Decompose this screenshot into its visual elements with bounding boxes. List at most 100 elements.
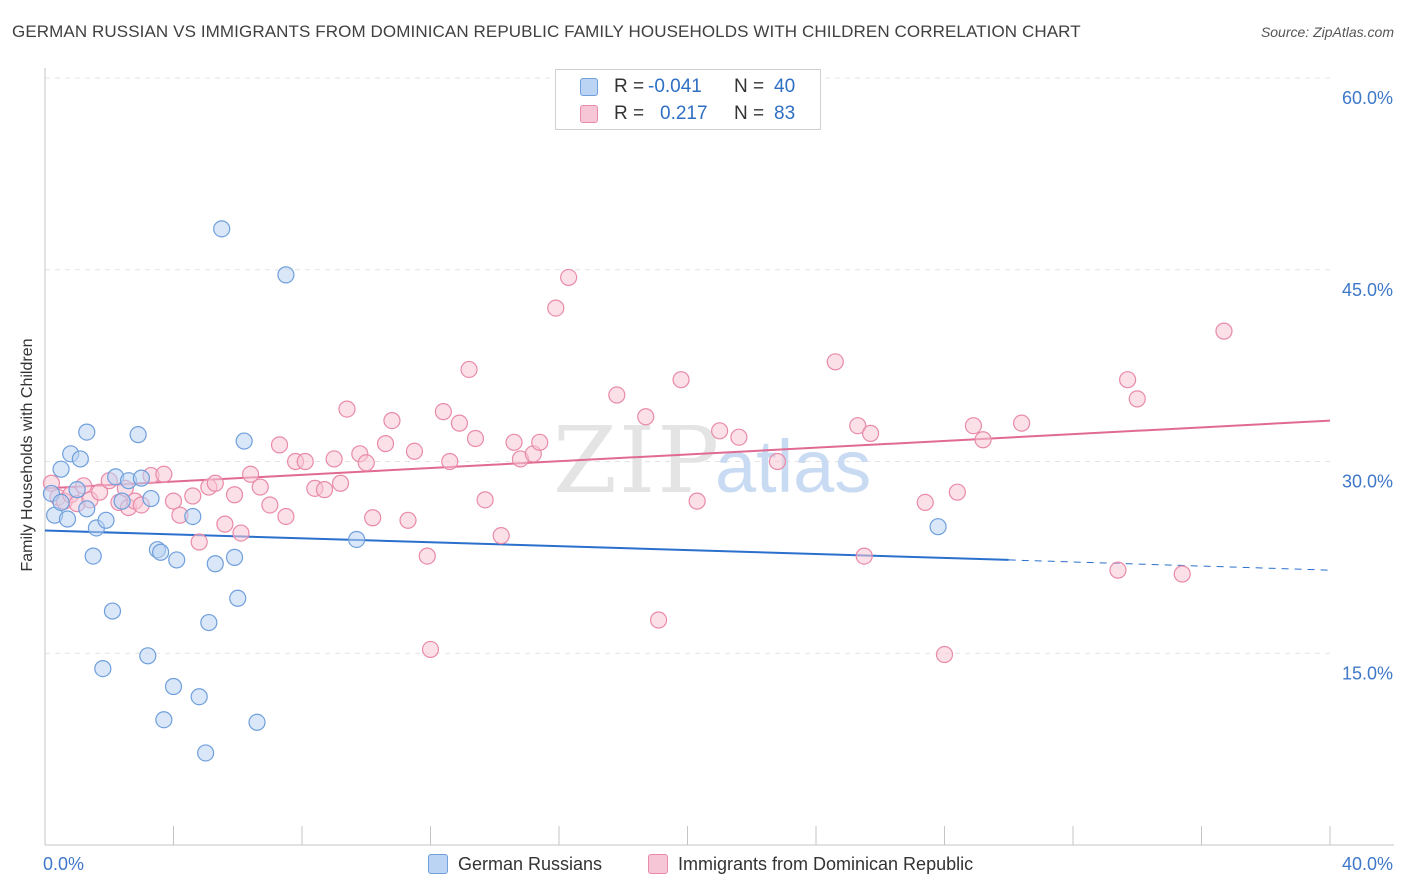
point-dominican-republic: [492, 527, 510, 545]
bottom-legend-swatch-blue: [428, 854, 448, 874]
legend-n-value: 40: [774, 76, 796, 97]
point-dominican-republic: [434, 403, 452, 421]
point-dominican-republic: [862, 424, 880, 442]
legend-n-label: N =: [734, 76, 765, 97]
trend-lines: [44, 419, 1331, 571]
point-dominican-republic: [364, 509, 382, 527]
point-german-russians: [142, 489, 160, 508]
point-german-russians: [229, 589, 247, 607]
point-german-russians: [277, 266, 295, 284]
legend-r-value: -0.041: [648, 76, 702, 97]
point-dominican-republic: [849, 417, 867, 435]
trend-line-dominican-republic: [44, 419, 1331, 490]
point-german-russians: [197, 744, 215, 762]
point-german-russians: [152, 543, 170, 561]
point-dominican-republic: [1173, 565, 1191, 583]
legend-n-value: 83: [774, 103, 796, 124]
legend-r-value: 0.217: [660, 103, 708, 124]
point-dominican-republic: [672, 371, 690, 389]
point-german-russians: [168, 551, 186, 569]
point-german-russians: [132, 469, 150, 487]
point-dominican-republic: [315, 481, 334, 499]
point-dominican-republic: [164, 492, 183, 510]
legend-r-label: R =: [614, 103, 645, 124]
point-dominican-republic: [1109, 561, 1127, 579]
point-dominican-republic: [649, 611, 668, 629]
point-dominican-republic: [270, 436, 289, 454]
point-german-russians: [190, 688, 208, 706]
x-tick-label: 40.0%: [1342, 854, 1393, 874]
gridlines: [45, 77, 1330, 654]
point-dominican-republic: [421, 640, 440, 659]
legend-row-german-russians: R = -0.041 N = 40: [580, 75, 795, 99]
point-german-russians: [200, 613, 218, 632]
point-dominican-republic: [964, 417, 983, 435]
point-dominican-republic: [296, 452, 314, 471]
point-dominican-republic: [1012, 414, 1031, 432]
point-dominican-republic: [476, 491, 494, 509]
axes: [44, 68, 1394, 846]
point-dominican-republic: [225, 486, 244, 504]
trend-line-german-russians: [44, 529, 1009, 561]
point-dominican-republic: [261, 496, 279, 514]
point-dominican-republic: [155, 465, 173, 483]
point-dominican-republic: [730, 428, 748, 446]
point-german-russians: [225, 548, 244, 566]
point-dominican-republic: [711, 422, 729, 440]
point-dominican-republic: [383, 411, 401, 430]
point-german-russians: [94, 659, 112, 678]
point-dominican-republic: [916, 493, 934, 512]
point-german-russians: [97, 511, 115, 529]
point-dominican-republic: [688, 492, 706, 510]
data-points: [42, 69, 1233, 762]
bottom-legend-dominican-republic: Immigrants from Dominican Republic: [648, 852, 973, 876]
legend-swatch-pink: [580, 105, 598, 123]
y-axis-label: Family Households with Children: [19, 338, 36, 572]
point-dominican-republic: [91, 483, 109, 501]
point-dominican-republic: [466, 429, 485, 448]
point-german-russians: [213, 220, 231, 238]
point-dominican-republic: [206, 474, 224, 492]
point-dominican-republic: [505, 433, 523, 451]
point-dominican-republic: [405, 442, 424, 460]
legend-swatch-blue: [580, 78, 598, 96]
point-german-russians: [78, 500, 96, 518]
point-dominican-republic: [325, 450, 343, 468]
point-dominican-republic: [251, 478, 269, 496]
y-tick-label: 60.0%: [1342, 88, 1393, 108]
point-dominican-republic: [855, 547, 873, 565]
point-dominican-republic: [376, 435, 395, 453]
point-german-russians: [929, 518, 947, 536]
watermark: ZIP atlas: [553, 407, 871, 514]
point-dominican-republic: [216, 515, 234, 533]
point-dominican-republic: [232, 524, 250, 542]
point-dominican-republic: [935, 645, 954, 664]
point-dominican-republic: [399, 511, 417, 529]
point-dominican-republic: [637, 408, 655, 426]
point-german-russians: [84, 547, 102, 565]
y-tick-label: 15.0%: [1342, 663, 1393, 683]
chart-source: Source: ZipAtlas.com: [1260, 24, 1394, 40]
point-dominican-republic: [190, 533, 208, 551]
point-dominican-republic: [338, 400, 356, 418]
point-dominican-republic: [826, 353, 844, 371]
point-dominican-republic: [1119, 371, 1137, 389]
point-german-russians: [164, 677, 183, 696]
point-german-russians: [52, 493, 70, 512]
point-german-russians: [58, 510, 77, 528]
point-dominican-republic: [974, 431, 992, 449]
point-german-russians: [235, 432, 253, 450]
point-german-russians: [348, 530, 366, 549]
point-dominican-republic: [768, 452, 787, 471]
legend-r-label: R =: [614, 76, 645, 97]
point-dominican-republic: [277, 507, 295, 526]
point-dominican-republic: [547, 299, 565, 317]
x-tick-label: 0.0%: [43, 854, 84, 874]
point-german-russians: [129, 426, 147, 444]
point-dominican-republic: [450, 414, 469, 432]
point-dominican-republic: [1128, 390, 1146, 408]
point-german-russians: [248, 713, 266, 731]
point-dominican-republic: [531, 433, 549, 451]
bottom-legend-swatch-pink: [648, 854, 668, 874]
